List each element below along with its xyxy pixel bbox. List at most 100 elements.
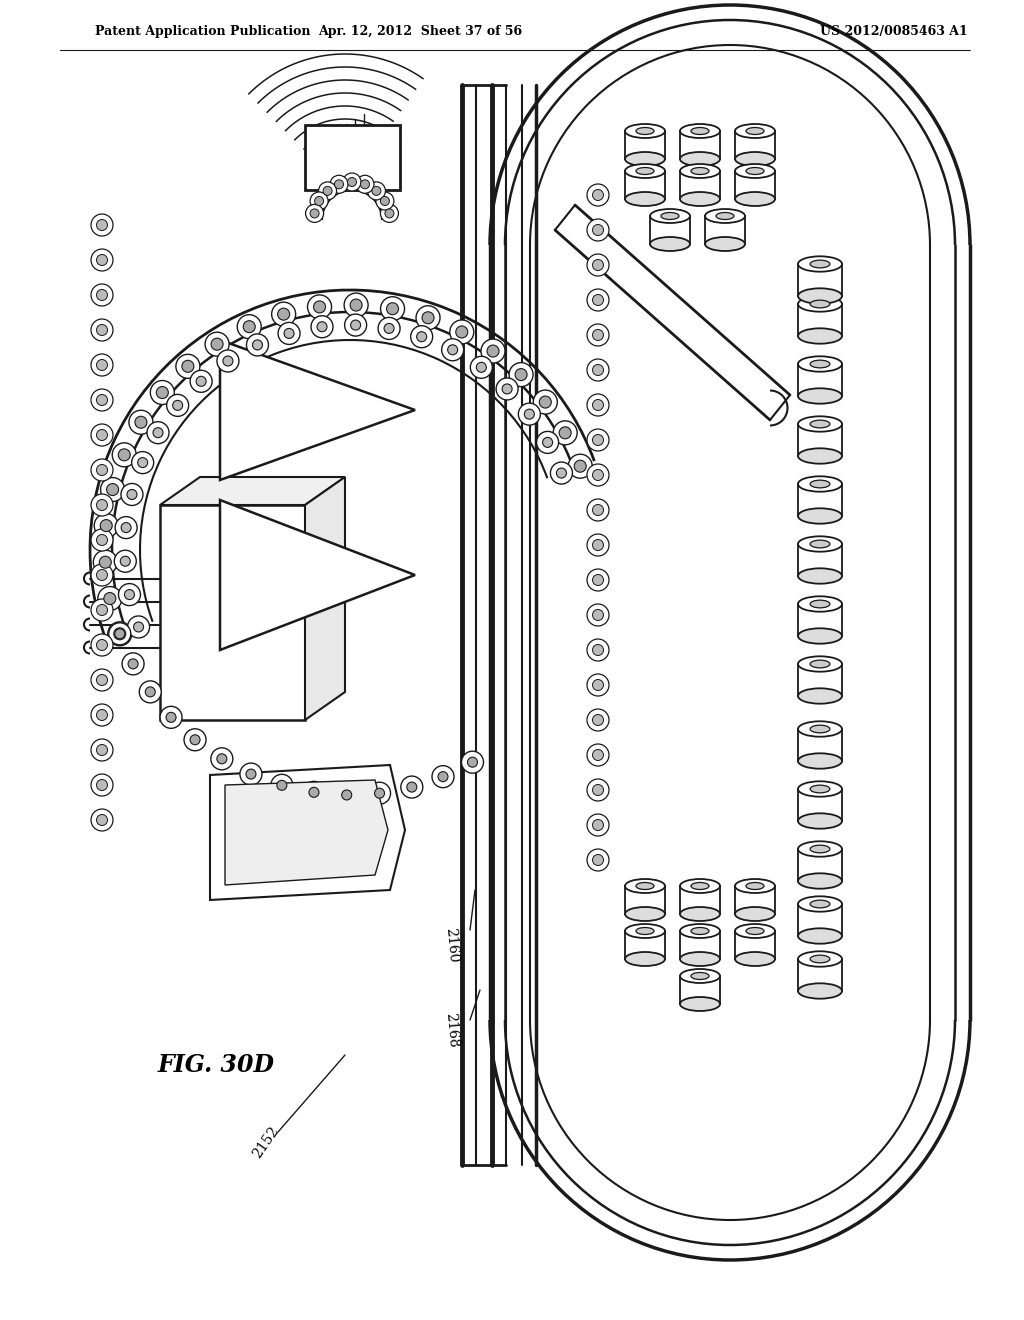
Circle shape: [380, 197, 389, 206]
Circle shape: [593, 714, 603, 726]
Ellipse shape: [691, 883, 709, 890]
Circle shape: [587, 849, 609, 871]
Circle shape: [369, 783, 390, 804]
Circle shape: [100, 478, 125, 502]
Circle shape: [593, 574, 603, 586]
Polygon shape: [160, 477, 345, 506]
Circle shape: [160, 706, 182, 729]
Circle shape: [376, 191, 394, 210]
Circle shape: [360, 180, 370, 189]
Ellipse shape: [625, 124, 665, 139]
Bar: [798, 364, 842, 396]
Ellipse shape: [810, 601, 829, 607]
Ellipse shape: [680, 124, 720, 139]
Circle shape: [122, 653, 144, 675]
Ellipse shape: [798, 781, 842, 797]
Circle shape: [587, 183, 609, 206]
Text: Patent Application Publication: Patent Application Publication: [95, 25, 310, 38]
Circle shape: [217, 350, 239, 372]
Circle shape: [108, 622, 132, 645]
Circle shape: [481, 339, 505, 363]
Ellipse shape: [810, 260, 829, 268]
Circle shape: [593, 644, 603, 656]
Circle shape: [96, 325, 108, 335]
Ellipse shape: [636, 883, 654, 890]
Ellipse shape: [810, 300, 829, 308]
Circle shape: [244, 321, 255, 333]
Ellipse shape: [680, 952, 720, 966]
Ellipse shape: [716, 213, 734, 219]
Ellipse shape: [798, 329, 842, 343]
Circle shape: [91, 739, 113, 762]
Ellipse shape: [798, 508, 842, 524]
Circle shape: [587, 814, 609, 836]
Circle shape: [153, 428, 163, 438]
Text: Apr. 12, 2012  Sheet 37 of 56: Apr. 12, 2012 Sheet 37 of 56: [317, 25, 522, 38]
Ellipse shape: [798, 688, 842, 704]
Circle shape: [350, 319, 360, 330]
Circle shape: [310, 191, 328, 210]
Ellipse shape: [798, 628, 842, 644]
Circle shape: [137, 458, 147, 467]
Ellipse shape: [625, 191, 665, 206]
Ellipse shape: [810, 845, 829, 853]
Circle shape: [309, 787, 318, 797]
Ellipse shape: [705, 209, 745, 223]
Circle shape: [593, 330, 603, 341]
Circle shape: [96, 639, 108, 651]
Polygon shape: [305, 477, 345, 719]
Text: 2160: 2160: [443, 927, 460, 964]
Circle shape: [129, 411, 153, 434]
Circle shape: [118, 449, 130, 461]
Circle shape: [524, 409, 535, 420]
Circle shape: [593, 750, 603, 760]
Circle shape: [91, 284, 113, 306]
Circle shape: [587, 499, 609, 521]
Circle shape: [386, 302, 398, 314]
Ellipse shape: [810, 785, 829, 793]
Circle shape: [368, 182, 385, 199]
Circle shape: [537, 432, 559, 453]
Ellipse shape: [680, 164, 720, 178]
Text: 2168: 2168: [443, 1012, 460, 1048]
Circle shape: [317, 322, 327, 331]
Circle shape: [303, 781, 325, 804]
Bar: [625, 172, 665, 199]
Circle shape: [447, 345, 458, 355]
Circle shape: [587, 429, 609, 451]
Circle shape: [470, 356, 493, 379]
Polygon shape: [305, 125, 400, 190]
Ellipse shape: [636, 168, 654, 174]
Circle shape: [456, 326, 468, 338]
Ellipse shape: [625, 164, 665, 178]
Circle shape: [568, 454, 592, 478]
Bar: [705, 216, 745, 244]
Circle shape: [375, 788, 385, 799]
Circle shape: [450, 319, 474, 345]
Bar: [680, 131, 720, 158]
Circle shape: [276, 780, 287, 791]
Ellipse shape: [662, 213, 679, 219]
Circle shape: [372, 186, 381, 195]
Circle shape: [593, 680, 603, 690]
Circle shape: [343, 173, 361, 191]
Bar: [735, 931, 775, 960]
Bar: [160, 506, 305, 719]
Circle shape: [587, 289, 609, 312]
Bar: [735, 172, 775, 199]
Circle shape: [270, 775, 293, 796]
Circle shape: [240, 763, 262, 785]
Circle shape: [133, 622, 143, 632]
Bar: [680, 975, 720, 1005]
Circle shape: [587, 639, 609, 661]
Ellipse shape: [735, 164, 775, 178]
Bar: [650, 216, 690, 244]
Circle shape: [91, 319, 113, 341]
Circle shape: [271, 302, 296, 326]
Circle shape: [91, 774, 113, 796]
Circle shape: [593, 470, 603, 480]
Circle shape: [330, 176, 348, 193]
Ellipse shape: [798, 416, 842, 432]
Text: US 2012/0085463 A1: US 2012/0085463 A1: [820, 25, 968, 38]
Ellipse shape: [798, 841, 842, 857]
